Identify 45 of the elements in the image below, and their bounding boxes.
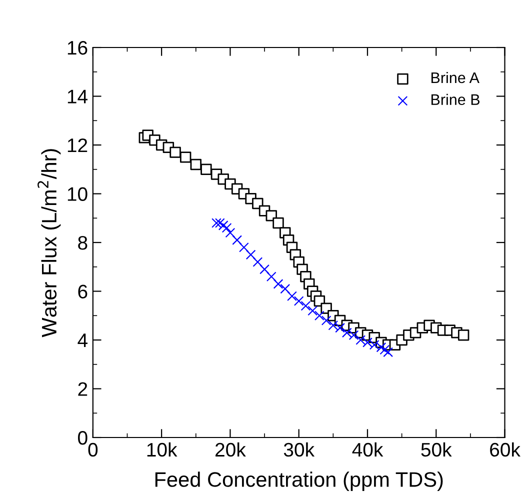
point — [294, 296, 304, 306]
point — [287, 291, 297, 302]
x-axis-title: Feed Concentration (ppm TDS) — [155, 472, 443, 492]
x-tick-label: 60k — [490, 442, 520, 457]
point — [222, 222, 232, 233]
x-tick-label: 40k — [352, 442, 384, 457]
y-tick-label: 16 — [68, 40, 88, 55]
y-tick-label: 2 — [78, 382, 88, 396]
point — [380, 344, 390, 355]
point — [314, 310, 324, 321]
point — [214, 218, 225, 228]
point — [246, 250, 256, 260]
y-axis-title: Water Flux (L/m$^{2}$/hr) — [38, 149, 61, 338]
point — [260, 264, 270, 274]
y-tick-label: 0 — [78, 430, 88, 445]
point — [252, 257, 263, 267]
legend-label: Brine A — [431, 72, 480, 84]
point — [200, 164, 212, 175]
point — [458, 330, 470, 341]
x-tick-label: 30k — [284, 442, 315, 457]
point — [300, 300, 311, 311]
x-tick-label: 20k — [216, 442, 246, 457]
point — [225, 228, 236, 238]
y-tick-label: 10 — [68, 187, 88, 201]
point — [232, 235, 242, 246]
y-tick-label: 14 — [68, 90, 88, 104]
y-tick-label: 4 — [78, 334, 88, 348]
point — [190, 158, 202, 170]
point — [170, 146, 181, 158]
point — [273, 278, 284, 289]
x-tick-label: 0 — [88, 442, 98, 457]
point — [308, 306, 318, 316]
point — [266, 272, 276, 282]
point — [321, 316, 332, 326]
y-tick-label: 12 — [68, 138, 88, 152]
point — [180, 152, 192, 163]
y-tick-label: 6 — [78, 284, 88, 298]
point — [238, 242, 249, 252]
point — [272, 217, 284, 229]
point — [280, 284, 290, 294]
y-tick-label: 8 — [78, 236, 88, 250]
point — [383, 347, 394, 358]
legend-label: Brine B — [431, 94, 480, 106]
x-tick-label: 50k — [421, 442, 452, 457]
x-tick-label: 10k — [147, 442, 178, 457]
